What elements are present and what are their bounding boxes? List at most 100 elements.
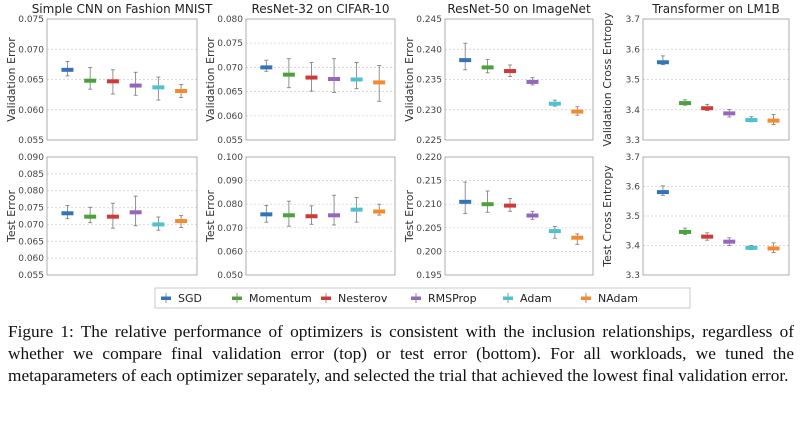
median-marker [260, 212, 273, 217]
chart-panel: 0.055 0.060 0.065 0.070 0.075 0.080 ResNet-32 … [204, 2, 396, 146]
y-tick-label: 0.070 [217, 224, 243, 234]
series-nesterov [106, 69, 119, 95]
y-tick-label: 0.075 [217, 39, 243, 49]
median-marker [459, 199, 472, 204]
y-tick-label: 0.055 [18, 271, 44, 281]
series-momentum [282, 58, 295, 89]
y-tick-label: 0.050 [217, 271, 243, 281]
chart-title: Transformer on LM1B [651, 2, 780, 16]
y-tick-label: 0.060 [217, 247, 243, 257]
series-nadam [767, 114, 780, 125]
legend-label-nadam: NAdam [598, 292, 638, 305]
legend-label-rmsprop: RMSProp [428, 292, 477, 305]
median-marker [260, 65, 273, 70]
median-marker [701, 234, 714, 239]
median-marker [504, 69, 517, 74]
figure-caption: Figure 1: The relative performance of op… [8, 322, 794, 385]
chart-title: ResNet-50 on ImageNet [447, 2, 591, 16]
series-nadam [175, 83, 188, 99]
median-marker [571, 235, 584, 240]
median-marker [328, 213, 341, 218]
series-momentum [481, 190, 494, 213]
series-nadam [767, 242, 780, 253]
legend-box [154, 287, 691, 309]
series-rmsprop [328, 58, 341, 93]
y-tick-label: 0.245 [416, 15, 442, 25]
y-tick-label: 0.215 [416, 177, 442, 187]
median-marker [701, 106, 714, 111]
plot-frame [444, 156, 594, 276]
median-marker [373, 209, 386, 214]
plot-frame [642, 156, 790, 276]
median-marker [282, 213, 295, 218]
y-tick-label: 0.200 [416, 247, 442, 257]
median-marker [526, 213, 539, 218]
legend-label-sgd: SGD [178, 292, 202, 305]
series-rmsprop [129, 195, 142, 227]
y-tick-label: 3.3 [626, 271, 640, 281]
median-marker [745, 118, 758, 123]
median-marker [745, 245, 758, 250]
series-momentum [282, 200, 295, 227]
median-marker [526, 79, 539, 84]
median-marker [152, 222, 165, 227]
median-marker [679, 101, 692, 106]
y-tick-label: 0.060 [18, 254, 44, 264]
series-sgd [656, 185, 669, 196]
legend-swatch-adam [503, 296, 513, 300]
series-rmsprop [526, 77, 539, 86]
median-marker [350, 77, 363, 82]
y-tick-label: 3.3 [626, 136, 640, 146]
y-axis-label: Test Cross Entropy [601, 165, 614, 268]
chart-title: Simple CNN on Fashion MNIST [32, 2, 213, 16]
y-tick-label: 3.7 [626, 15, 640, 25]
plot-frame [642, 18, 790, 141]
series-rmsprop [723, 237, 736, 246]
series-nadam [571, 106, 584, 116]
median-marker [305, 214, 318, 219]
series-nesterov [305, 62, 318, 92]
series-sgd [459, 181, 472, 215]
chart-panel: 0.225 0.230 0.235 0.240 0.245 ResNet-50 on Im… [403, 2, 594, 146]
median-marker [328, 77, 341, 82]
y-tick-label: 3.4 [626, 242, 641, 252]
plot-frame [245, 156, 396, 276]
y-tick-label: 0.085 [18, 170, 44, 180]
median-marker [129, 83, 142, 88]
legend-swatch-sgd [161, 296, 171, 300]
median-marker [106, 214, 119, 219]
series-rmsprop [328, 194, 341, 226]
y-tick-label: 0.080 [18, 187, 44, 197]
median-marker [350, 207, 363, 212]
series-adam [548, 225, 561, 239]
median-marker [282, 72, 295, 77]
y-tick-label: 0.060 [217, 112, 243, 122]
y-tick-label: 0.070 [18, 45, 44, 55]
y-tick-label: 0.070 [217, 63, 243, 73]
median-marker [548, 229, 561, 234]
chart-panel: 3.3 3.4 3.5 3.6 3.7 Test Cross Entropy [601, 153, 790, 281]
series-rmsprop [129, 71, 142, 96]
y-tick-label: 0.210 [416, 200, 442, 210]
median-marker [767, 246, 780, 251]
y-tick-label: 0.220 [416, 153, 442, 163]
y-tick-label: 0.235 [416, 76, 442, 86]
plot-frame [46, 156, 198, 276]
y-tick-label: 3.7 [626, 153, 640, 163]
median-marker [61, 211, 74, 216]
legend-label-adam: Adam [520, 292, 552, 305]
series-sgd [656, 55, 669, 66]
series-adam [152, 216, 165, 231]
y-axis-label: Validation Error [204, 37, 217, 122]
median-marker [61, 67, 74, 72]
y-tick-label: 3.6 [626, 45, 641, 55]
median-marker [679, 229, 692, 234]
y-tick-label: 3.5 [626, 212, 640, 222]
y-tick-label: 3.6 [626, 183, 641, 193]
y-axis-label: Validation Error [5, 37, 18, 122]
series-momentum [84, 67, 97, 90]
median-marker [106, 79, 119, 84]
y-tick-label: 0.070 [18, 220, 44, 230]
legend-swatch-nesterov [321, 296, 331, 300]
